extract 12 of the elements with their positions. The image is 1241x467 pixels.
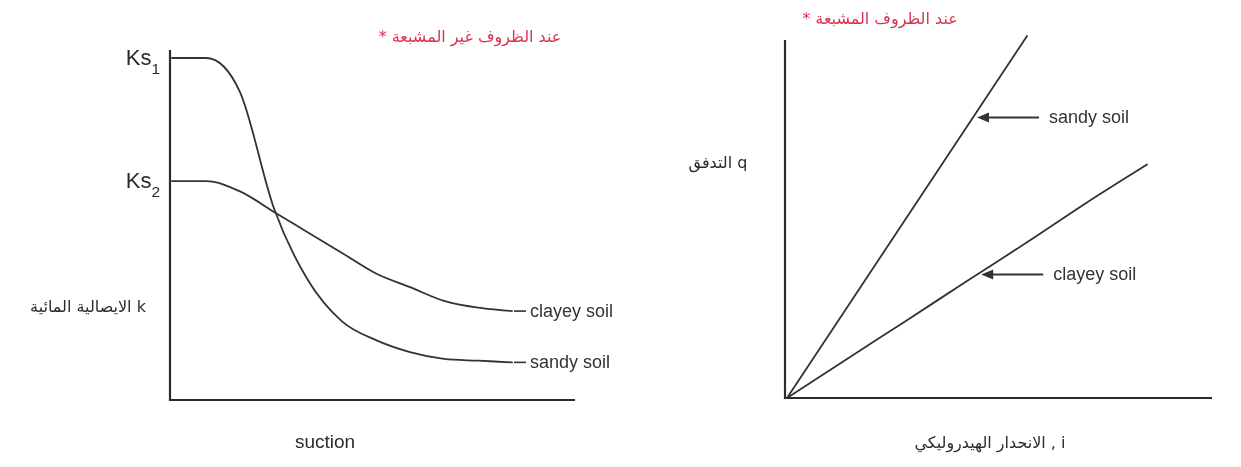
annotation: Ks$_{1}$ (125, 45, 160, 77)
legend-label: sandy soil (530, 352, 611, 373)
y-axis-title: التدفق q (688, 153, 748, 173)
y-axis-title: الايصالية المائية k (30, 297, 147, 316)
text: * عند الظروف غير المشبعة (378, 27, 562, 47)
x-axis-title: suction (294, 431, 356, 452)
legend-label: sandy soil (1049, 107, 1130, 128)
legend-label: clayey soil (530, 301, 614, 322)
x-axis-title: الانحدار الهيدروليكي , i (914, 433, 1066, 453)
legend-label: clayey soil (1053, 264, 1137, 285)
text: * عند الظروف المشبعة (802, 9, 958, 29)
annotation: Ks$_{2}$ (125, 168, 160, 200)
